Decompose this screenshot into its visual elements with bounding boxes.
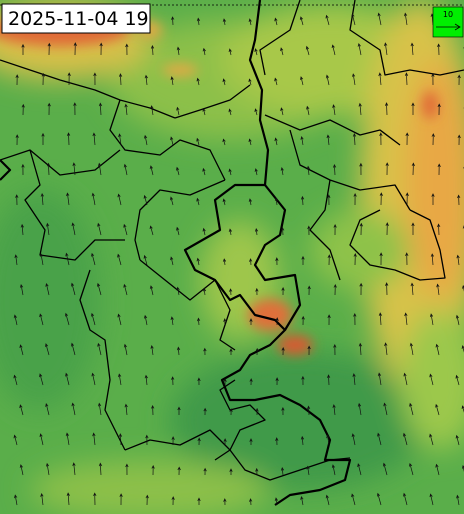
timestamp: 2025-11-04 19 [8,8,149,30]
wind-legend: 10 [432,6,464,38]
legend-label: 10 [443,10,453,19]
timestamp-box: 2025-11-04 19 [1,3,151,34]
national-borders [0,0,352,506]
legend-box [432,6,464,38]
legend-arrow [436,23,461,31]
timestamp-background [1,3,151,34]
